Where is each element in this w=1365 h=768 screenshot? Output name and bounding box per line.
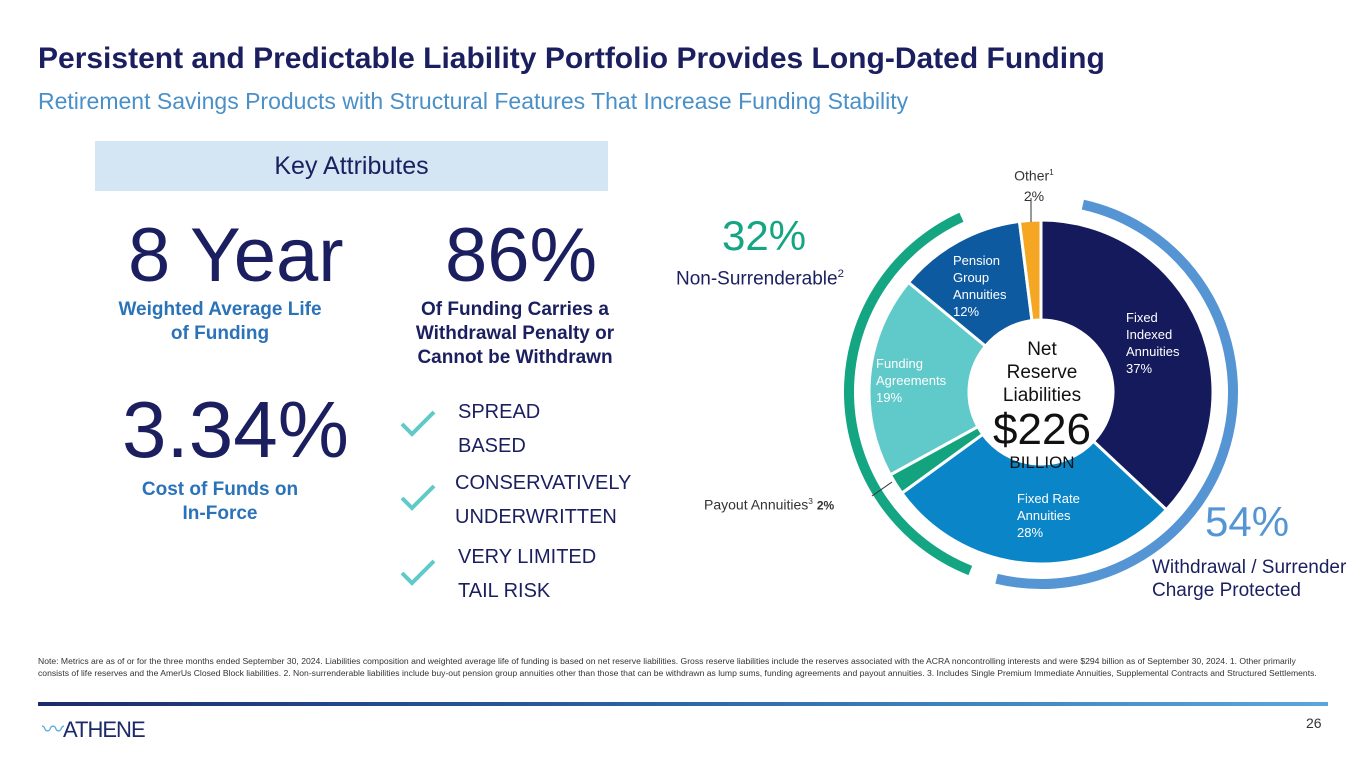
center-title: Net Reserve Liabilities <box>1002 339 1082 406</box>
label-line: Cannot be Withdrawn <box>417 347 613 368</box>
slice-pct: 2% <box>816 498 835 513</box>
logo-wave-icon: 〰 <box>42 717 64 742</box>
label-line: Cost of Funds on <box>141 479 299 500</box>
metric-value-penalty: 86% <box>445 213 598 298</box>
footnote: 2 <box>837 268 844 280</box>
page-title: Persistent and Predictable Liability Por… <box>38 42 1105 75</box>
slice-name: Other <box>1014 167 1050 184</box>
check-line: CONSERVATIVELY <box>455 472 632 494</box>
group-pct-nonsurrender: 32% <box>722 212 807 259</box>
checkmark-icon <box>400 559 436 586</box>
slice-pct: 2% <box>1023 187 1045 204</box>
athene-logo: 〰ATHENE <box>42 712 146 744</box>
group-name: Withdrawal / Surrender <box>1152 557 1347 578</box>
metric-value-cost: 3.34% <box>122 385 349 474</box>
slice-name: Payout Annuities <box>704 496 809 513</box>
label-line: of Funding <box>170 323 270 344</box>
slice-name: Fixed Indexed Annuities <box>1126 310 1180 359</box>
center-unit: BILLION <box>1009 453 1075 472</box>
slice-name: Fixed Rate Annuities <box>1017 491 1080 523</box>
slice-name: Funding Agreements <box>876 356 947 388</box>
label-line: Withdrawal Penalty or <box>415 323 615 344</box>
metric-value-wal: 8 Year <box>128 213 344 298</box>
key-attributes-heading: Key Attributes <box>95 141 608 191</box>
metric-label-cost: Cost of Funds on In-Force <box>100 478 340 526</box>
logo-text: ATHENE <box>63 717 146 742</box>
slice-pct: 37% <box>1126 361 1153 376</box>
leader-line <box>871 481 893 497</box>
group-label-protected: Withdrawal / Surrender Charge Protected <box>1152 556 1346 602</box>
page-subtitle: Retirement Savings Products with Structu… <box>38 88 909 114</box>
group-arc-1 <box>844 212 973 576</box>
check-item-underwritten: CONSERVATIVELY UNDERWRITTEN <box>455 466 631 534</box>
group-name: Non-Surrenderable <box>676 268 838 290</box>
metric-label-penalty: Of Funding Carries a Withdrawal Penalty o… <box>370 298 660 370</box>
group-name: Charge Protected <box>1152 580 1301 601</box>
group-arc-0 <box>995 199 1239 590</box>
slice-name: Pension Group Annuities <box>953 253 1007 302</box>
footer-divider <box>38 702 1328 706</box>
checkmark-icon <box>400 410 436 437</box>
metric-label-wal: Weighted Average Life of Funding <box>80 298 360 346</box>
check-line: TAIL RISK <box>458 580 551 602</box>
footnote-text: Note: Metrics are as of or for the three… <box>38 656 1317 678</box>
center-value: $226 <box>993 405 1091 454</box>
slice-pct: 28% <box>1017 525 1044 540</box>
donut-hole <box>969 320 1113 464</box>
label-line: Of Funding Carries a <box>421 299 609 320</box>
check-line: UNDERWRITTEN <box>455 506 617 528</box>
group-label-nonsurrender: Non-Surrenderable2 <box>676 268 844 290</box>
slice-label-fra: Fixed Rate Annuities 28% <box>1017 490 1097 541</box>
check-line: VERY LIMITED <box>458 546 597 568</box>
slice-pct: 19% <box>876 390 903 405</box>
check-line: BASED <box>458 435 526 457</box>
label-line: Weighted Average Life <box>118 299 322 320</box>
check-line: SPREAD <box>458 401 541 423</box>
slice-label-funding: Funding Agreements 19% <box>876 355 958 406</box>
slice-label-other: Other1 2% <box>1004 162 1064 206</box>
slice-label-pension: Pension Group Annuities 12% <box>953 252 1017 320</box>
page-number: 26 <box>1306 715 1322 731</box>
slice-label-fia: Fixed Indexed Annuities 37% <box>1126 309 1206 377</box>
donut-center: Net Reserve Liabilities $226 BILLION <box>972 338 1112 473</box>
checkmark-icon <box>400 484 436 511</box>
group-pct-protected: 54% <box>1205 498 1290 545</box>
slice-pct: 12% <box>953 304 980 319</box>
slice-label-payout: Payout Annuities3 2% <box>704 496 834 513</box>
check-item-tail-risk: VERY LIMITED TAIL RISK <box>458 540 596 608</box>
footnote: 3 <box>808 496 813 506</box>
check-item-spread: SPREAD BASED <box>458 395 540 463</box>
footnote: 1 <box>1049 167 1054 177</box>
label-line: In-Force <box>182 503 258 524</box>
